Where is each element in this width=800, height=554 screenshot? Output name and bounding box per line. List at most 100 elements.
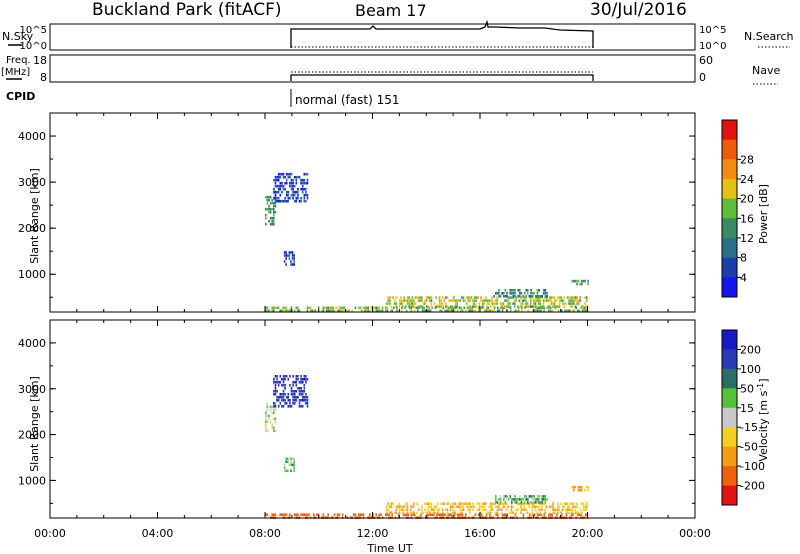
velocity-cell <box>538 498 540 501</box>
power-cell <box>528 305 530 308</box>
velocity-cell <box>279 393 282 396</box>
velocity-cell <box>467 505 470 508</box>
velocity-cell <box>303 378 306 381</box>
power-cell <box>322 306 325 310</box>
power-cell <box>536 289 539 292</box>
velocity-cell <box>282 378 285 381</box>
velocity-cell <box>390 511 393 514</box>
velocity-cell <box>525 498 527 501</box>
power-cell <box>519 289 521 292</box>
velocity-cell <box>282 405 285 408</box>
power-cell <box>285 193 288 197</box>
power-cell <box>491 296 494 299</box>
velocity-cell <box>305 375 307 378</box>
power-cell <box>292 193 294 197</box>
velocity-cell <box>271 426 273 430</box>
power-cell <box>287 172 290 176</box>
power-cell <box>544 295 547 298</box>
velocity-cell <box>433 508 436 511</box>
power-cell <box>538 309 541 313</box>
power-cell <box>460 306 462 310</box>
velocity-cell <box>405 508 407 511</box>
power-cell <box>340 306 342 310</box>
velocity-cell <box>566 511 569 514</box>
power-ytick-label: 4000 <box>18 130 46 143</box>
velocity-cell <box>481 505 484 508</box>
power-cell <box>386 309 389 313</box>
velocity-cluster <box>495 495 548 504</box>
power-cell <box>546 306 549 310</box>
power-cell <box>472 305 474 308</box>
velocity-cell <box>322 513 325 516</box>
velocity-colorbar-title-main: Velocity [m s <box>757 390 770 461</box>
velocity-cell <box>453 508 455 511</box>
power-cell <box>543 289 545 292</box>
velocity-cell <box>287 405 290 408</box>
power-cell <box>576 296 578 299</box>
velocity-cell <box>273 417 275 421</box>
velocity-cell <box>276 390 278 393</box>
power-cell <box>290 306 293 310</box>
freq-strip-frame <box>49 54 696 83</box>
power-cell <box>285 190 288 194</box>
power-cell <box>273 222 275 226</box>
velocity-cell <box>576 502 578 505</box>
velocity-cell <box>385 511 388 514</box>
velocity-cell <box>477 508 479 511</box>
power-cell <box>265 222 267 226</box>
velocity-cell <box>290 390 293 393</box>
power-cell <box>497 309 499 313</box>
power-cell <box>411 299 414 302</box>
velocity-y-axis-label: Slant Range [km] <box>28 376 41 472</box>
power-cell <box>271 306 273 310</box>
velocity-cell <box>353 513 355 516</box>
power-cell <box>434 306 437 310</box>
velocity-cell <box>542 502 545 505</box>
velocity-cell <box>406 508 409 511</box>
power-cell <box>489 305 492 308</box>
power-cell <box>527 309 529 313</box>
power-cell <box>287 199 290 203</box>
power-cell <box>503 292 505 295</box>
velocity-cell <box>467 508 470 511</box>
velocity-cell <box>504 501 507 504</box>
velocity-cell <box>569 502 572 505</box>
velocity-cell <box>527 498 529 501</box>
power-cell <box>421 309 424 313</box>
velocity-cell <box>276 378 278 381</box>
power-cell <box>576 279 578 283</box>
power-cell <box>451 299 454 302</box>
power-cell <box>293 309 296 313</box>
velocity-cell <box>300 387 302 390</box>
velocity-cell <box>495 498 497 501</box>
power-cell <box>525 305 527 308</box>
velocity-cell <box>409 508 412 511</box>
power-cell <box>502 305 505 308</box>
power-cell <box>393 306 395 310</box>
power-cell <box>449 299 452 302</box>
power-cell <box>425 299 428 302</box>
power-cell <box>498 289 500 292</box>
power-cell <box>411 305 414 308</box>
power-colorbar-label: 28 <box>740 153 754 166</box>
power-cell <box>295 181 298 185</box>
velocity-cell <box>489 511 492 514</box>
power-cell <box>461 296 463 299</box>
velocity-cell <box>305 399 307 402</box>
velocity-cell <box>284 384 286 387</box>
power-cell <box>295 178 298 182</box>
power-cell <box>273 207 275 211</box>
velocity-cell <box>447 513 449 516</box>
power-cell <box>271 198 273 202</box>
velocity-cell <box>290 460 292 464</box>
velocity-cell <box>429 505 431 508</box>
velocity-cell <box>481 513 483 516</box>
velocity-cell <box>507 505 510 508</box>
velocity-cell <box>530 495 532 498</box>
velocity-cell <box>544 501 547 504</box>
power-cell <box>285 254 287 257</box>
velocity-cell <box>515 511 518 514</box>
power-cluster <box>265 195 277 226</box>
power-cell <box>381 309 384 313</box>
power-cell <box>430 302 433 305</box>
